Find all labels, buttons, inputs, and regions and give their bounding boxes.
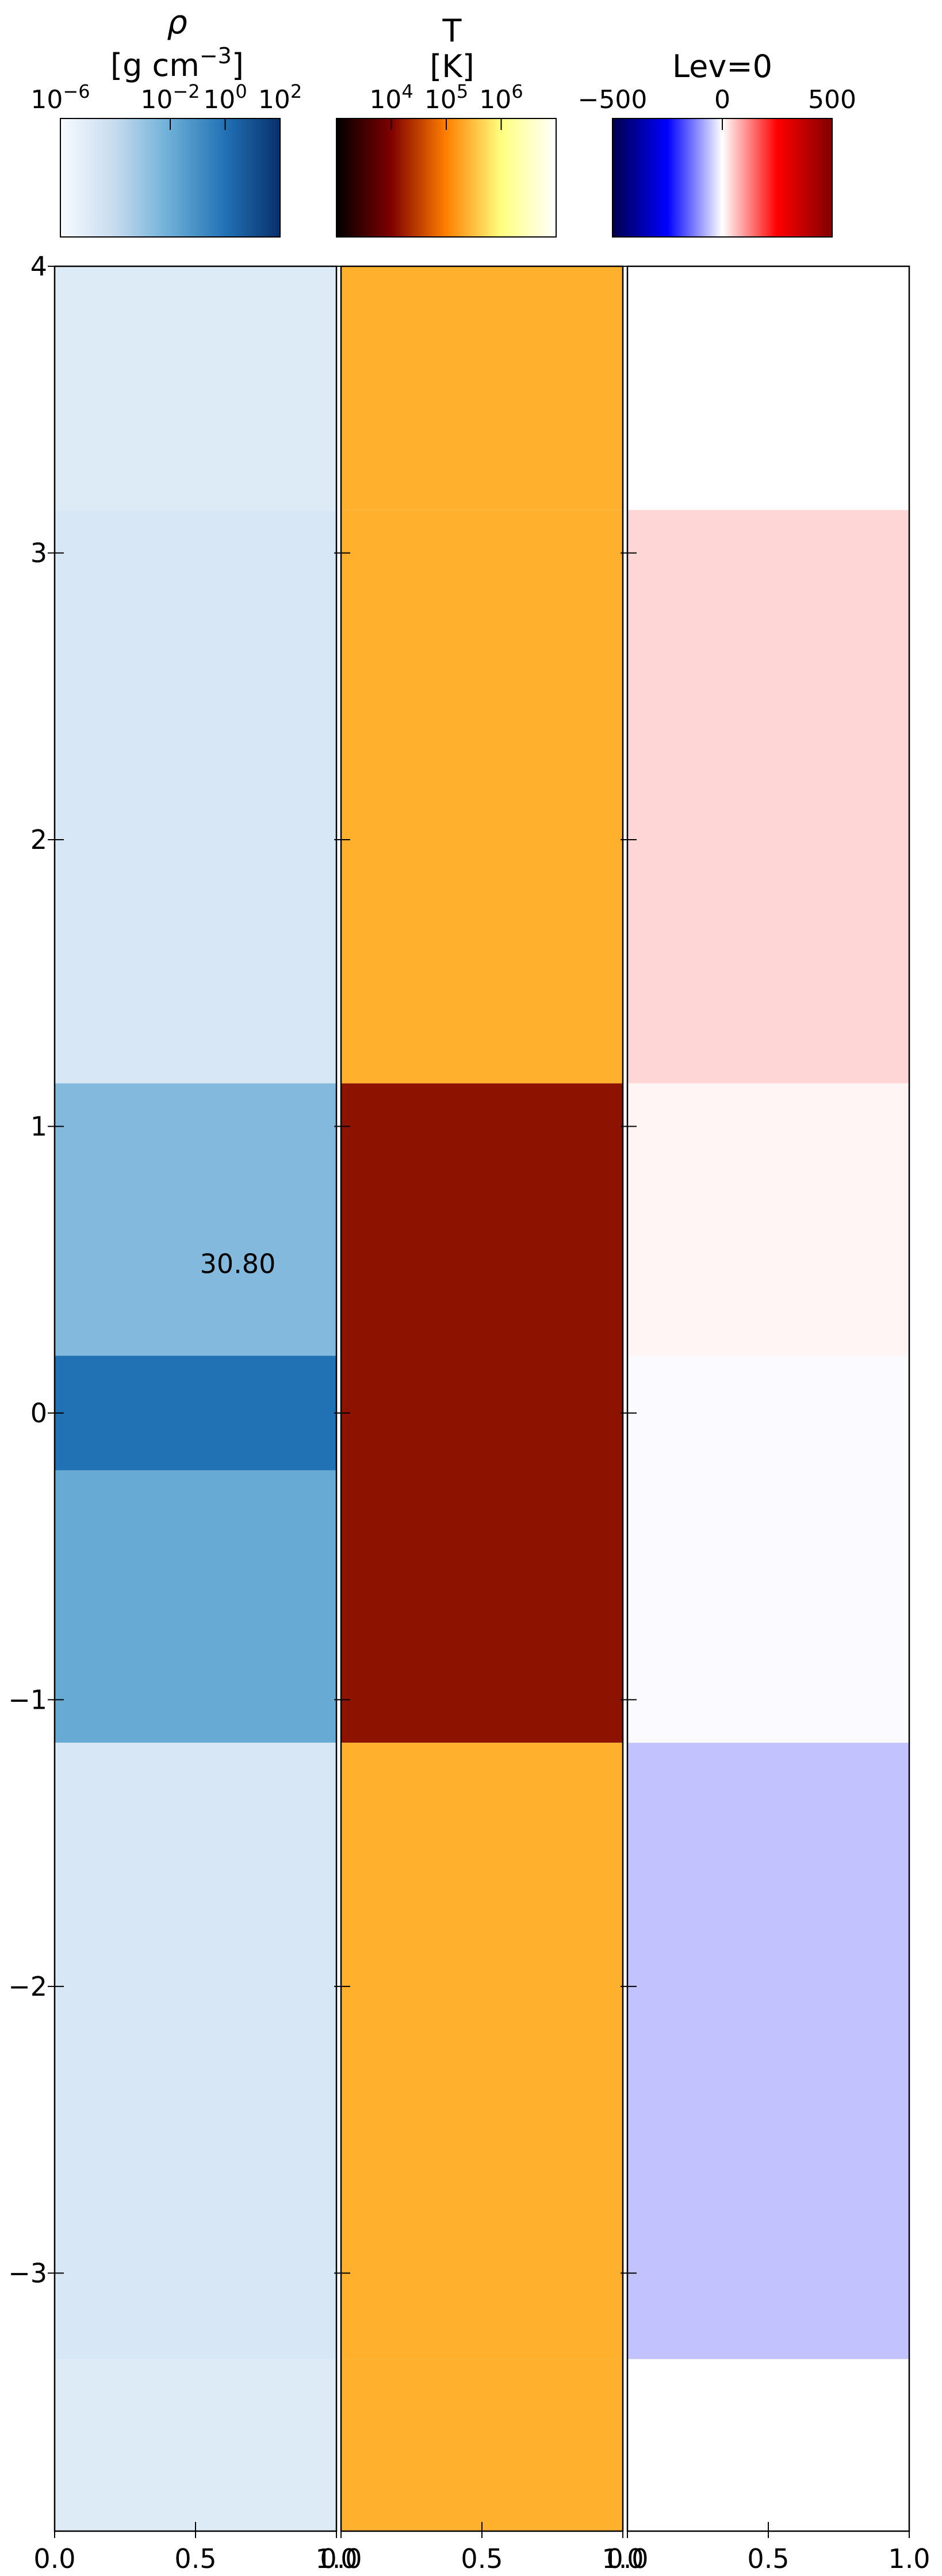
density-colorbar-ticks: 10−6 10−2 100 102 — [30, 81, 302, 130]
density-region-2 — [55, 1083, 336, 1356]
temperature-colorbar-gradient — [336, 118, 557, 238]
y-axis: 4 3 2 1 0 −1 −2 −3 — [8, 251, 637, 2288]
density-fill — [55, 266, 336, 2531]
temperature-colorbar-title-symbol: T — [442, 13, 462, 49]
x-axis: 0.0 0.5 1.00.0 0.5 1.00.0 0.5 1.0 — [33, 2522, 930, 2574]
temperature-region-0 — [341, 266, 623, 510]
density-colorbar-gradient — [60, 118, 281, 238]
temperature-region-4 — [341, 2359, 623, 2531]
lev-panel — [626, 265, 910, 2532]
lev-colorbar-gradient — [612, 118, 833, 238]
y-tick-label-2: 2 — [30, 824, 47, 855]
density-cb-tick-label-2: 100 — [203, 81, 247, 114]
x-tick-label-1-0: 0.0 — [320, 2543, 362, 2574]
x-tick-label-2-0: 0.0 — [606, 2543, 648, 2574]
temperature-region-2 — [341, 1083, 623, 1743]
density-region-5 — [55, 1743, 336, 2359]
temperature-panel — [340, 265, 624, 2532]
density-colorbar-title-symbol: ρ — [167, 4, 187, 41]
y-tick-label-6: −2 — [8, 1971, 47, 2002]
temperature-region-1 — [341, 510, 623, 1084]
Lev-region-3 — [627, 1356, 909, 1743]
y-tick-label-0: 4 — [30, 251, 47, 282]
temperature-colorbar-title-unit: [K] — [430, 48, 474, 85]
density-region-6 — [55, 2359, 336, 2531]
y-tick-label-7: −3 — [8, 2257, 47, 2288]
density-colorbar-title-unit: [g cm−3] — [110, 43, 244, 83]
temperature-cb-tick-label-2: 106 — [479, 81, 523, 114]
density-cb-tick-label-3: 102 — [258, 81, 302, 114]
density-panel: 30.80 — [53, 265, 338, 2532]
x-tick-label-2-2: 1.0 — [888, 2543, 930, 2574]
x-tick-label-0-2: 1.0 — [315, 2543, 357, 2574]
Lev-cb-tick-label-0: −500 — [578, 85, 648, 114]
Lev-cb-tick-label-2: 500 — [808, 85, 856, 114]
x-tick-label-0-1: 0.5 — [174, 2543, 216, 2574]
temperature-colorbar: T [K] 104 105 106 — [336, 13, 557, 238]
temperature-region-3 — [341, 1743, 623, 2359]
density-region-1 — [55, 510, 336, 1084]
density-cb-tick-label-0: 10−6 — [30, 81, 90, 114]
temperature-fill — [341, 266, 623, 2531]
Lev-region-4 — [627, 1743, 909, 2359]
x-tick-label-1-1: 0.5 — [461, 2543, 503, 2574]
lev-colorbar: Lev=0 −500 0 500 — [578, 48, 856, 238]
x-tick-label-1-2: 1.0 — [602, 2543, 644, 2574]
density-region-3 — [55, 1356, 336, 1471]
lev-colorbar-title: Lev=0 — [672, 48, 772, 85]
Lev-region-2 — [627, 1083, 909, 1356]
density-cb-tick-label-1: 10−2 — [140, 81, 200, 114]
density-region-0 — [55, 266, 336, 510]
density-annotation: 30.80 — [200, 1249, 276, 1280]
x-tick-label-2-1: 0.5 — [747, 2543, 789, 2574]
temperature-cb-tick-label-0: 104 — [369, 81, 413, 114]
temperature-cb-tick-label-1: 105 — [424, 81, 468, 114]
density-colorbar: ρ [g cm−3] 10−6 10−2 100 102 — [30, 4, 302, 238]
y-tick-label-3: 1 — [30, 1111, 47, 1142]
y-tick-label-5: −1 — [8, 1684, 47, 1715]
Lev-cb-tick-label-1: 0 — [714, 85, 730, 114]
y-tick-label-1: 3 — [30, 537, 47, 568]
Lev-region-1 — [627, 510, 909, 1084]
Lev-region-5 — [627, 2359, 909, 2531]
Lev-region-0 — [627, 266, 909, 510]
lev-fill — [627, 266, 909, 2531]
temperature-colorbar-ticks: 104 105 106 — [369, 81, 523, 130]
x-tick-label-0-0: 0.0 — [33, 2543, 75, 2574]
lev-colorbar-ticks: −500 0 500 — [578, 85, 856, 130]
y-tick-label-4: 0 — [30, 1398, 47, 1429]
density-region-4 — [55, 1470, 336, 1743]
